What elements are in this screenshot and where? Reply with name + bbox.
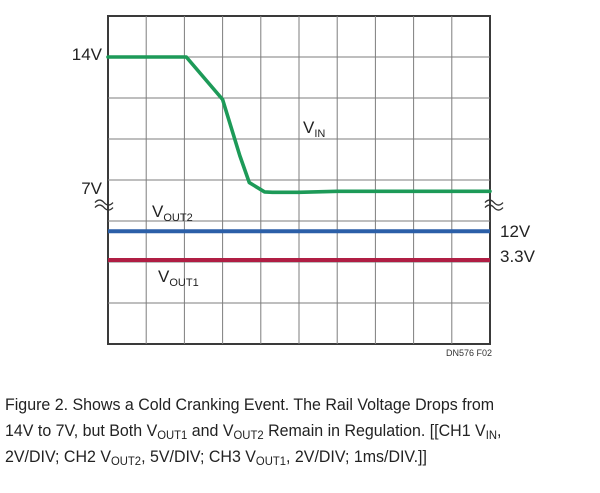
axis-break-right bbox=[484, 199, 504, 211]
caption-line-2: 14V to 7V, but Both VOUT1 and VOUT2 Rema… bbox=[5, 421, 502, 442]
figure-caption: Figure 2. Shows a Cold Cranking Event. T… bbox=[5, 392, 560, 470]
y-tick-label-14v: 14V bbox=[72, 45, 103, 64]
y-tick-label-12v: 12V bbox=[500, 222, 531, 241]
chart-grid bbox=[107, 15, 491, 345]
vin-trace bbox=[106, 55, 492, 195]
vout1-series-label: VOUT1 bbox=[158, 267, 199, 289]
y-tick-label-3.3v: 3.3V bbox=[500, 247, 536, 266]
y-tick-label-7v: 7V bbox=[81, 179, 102, 198]
axis-break-marks bbox=[94, 199, 504, 211]
vout2-series-label: VOUT2 bbox=[152, 202, 193, 224]
caption-line-3: 2V/DIV; CH2 VOUT2, 5V/DIV; CH3 VOUT1, 2V… bbox=[5, 447, 427, 468]
axis-break-left bbox=[94, 199, 114, 211]
vin-series-label: VIN bbox=[303, 118, 325, 140]
caption-line-1: Figure 2. Shows a Cold Cranking Event. T… bbox=[5, 395, 495, 414]
figure-id-annotation: DN576 F02 bbox=[446, 348, 492, 358]
oscilloscope-chart: 14V 7V 12V 3.3V VIN VOUT2 VOUT1 DN576 F0… bbox=[72, 15, 536, 358]
